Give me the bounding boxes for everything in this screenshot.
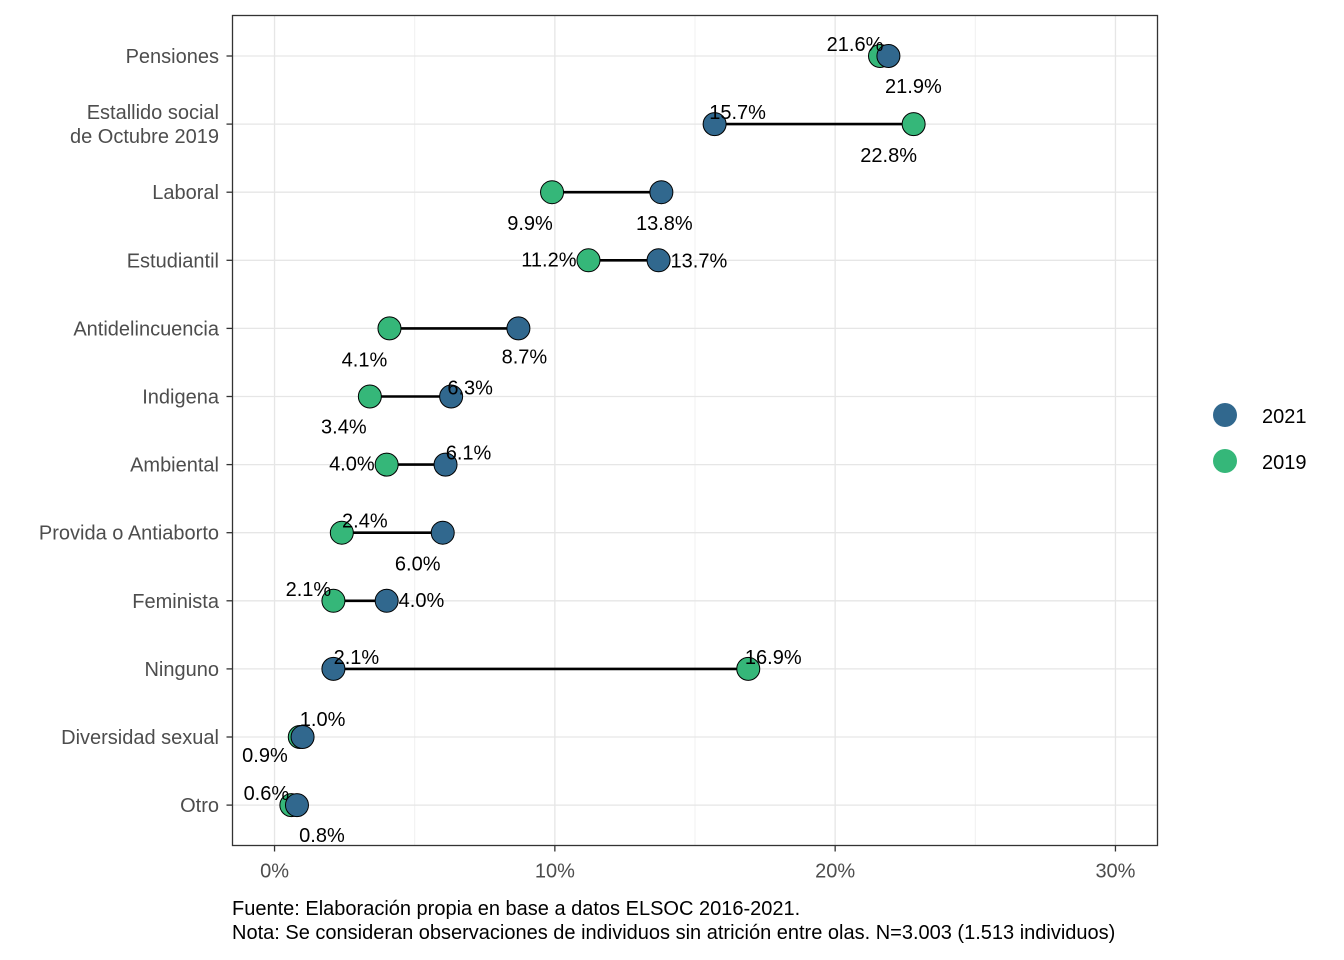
- category-label: Estallido social de Octubre 2019: [70, 102, 219, 148]
- x-axis: 0% 10% 20% 30%: [260, 845, 1136, 883]
- value-label-2021: 4.0%: [399, 590, 445, 612]
- value-label-2021: 6.0%: [395, 554, 441, 576]
- value-label-2021: 6.1%: [446, 443, 492, 465]
- legend-label-2019: 2019: [1262, 452, 1307, 474]
- value-label-2019: 22.8%: [860, 145, 917, 167]
- caption-note: Nota: Se consideran observaciones de ind…: [232, 922, 1116, 944]
- value-label-2019: 9.9%: [507, 213, 553, 235]
- value-label-2019: 16.9%: [745, 647, 802, 669]
- x-tick-label: 10%: [535, 861, 575, 883]
- point-2021: [321, 656, 346, 681]
- point-2019: [374, 452, 399, 477]
- value-label-2019: 4.1%: [342, 349, 388, 371]
- data-points: [279, 44, 926, 818]
- value-label-2021: 6.3%: [447, 378, 493, 400]
- point-2019: [377, 316, 402, 341]
- value-label-2021: 1.0%: [300, 709, 346, 731]
- value-label-2021: 13.7%: [671, 250, 728, 272]
- point-2019: [321, 588, 346, 613]
- value-label-2021: 21.9%: [885, 76, 942, 98]
- category-label: Antidelincuencia: [73, 318, 220, 340]
- point-2021: [439, 384, 464, 409]
- plot-border: [231, 14, 1159, 847]
- legend: 2021 2019: [1213, 403, 1307, 474]
- value-label-2019: 0.9%: [242, 745, 288, 767]
- legend-label-2021: 2021: [1262, 406, 1307, 428]
- point-2021: [646, 248, 671, 273]
- point-2019: [901, 112, 926, 137]
- category-label: Provida o Antiaborto: [39, 523, 219, 545]
- y-axis: Pensiones Estallido social de Octubre 2019…: [39, 46, 233, 817]
- point-2021: [430, 520, 455, 545]
- value-label-2019: 3.4%: [321, 417, 367, 439]
- value-label-2019: 2.4%: [342, 511, 388, 533]
- category-label: Diversidad sexual: [61, 727, 219, 749]
- value-label-2021: 13.8%: [636, 213, 693, 235]
- x-tick-label: 0%: [260, 861, 289, 883]
- point-2021: [284, 793, 309, 818]
- category-label: Pensiones: [126, 46, 219, 68]
- dumbbell-segments: [291, 54, 914, 807]
- value-label-2021: 8.7%: [502, 346, 548, 368]
- category-label: Feminista: [132, 591, 220, 613]
- caption-source: Fuente: Elaboración propia en base a dat…: [232, 898, 801, 920]
- value-label-2019: 11.2%: [521, 249, 576, 271]
- category-label: Otro: [180, 795, 219, 817]
- point-2021: [433, 452, 458, 477]
- point-2021: [876, 44, 901, 68]
- category-label: Ninguno: [144, 659, 219, 681]
- value-label-2019: 21.6%: [827, 34, 884, 56]
- category-label: Estudiantil: [127, 250, 219, 272]
- category-label: Indigena: [142, 387, 220, 409]
- value-label-2021: 0.8%: [299, 825, 345, 847]
- legend-key-2021: [1213, 403, 1237, 427]
- point-2019: [329, 520, 354, 545]
- point-2019: [357, 384, 382, 409]
- minor-gridlines: [414, 15, 976, 846]
- point-2021: [374, 588, 399, 613]
- value-label-2019: 4.0%: [329, 454, 375, 476]
- value-label-2021: 2.1%: [334, 647, 380, 669]
- value-label-2021: 15.7%: [709, 102, 766, 124]
- point-2019: [540, 180, 565, 205]
- point-2021: [649, 180, 674, 205]
- x-tick-label: 20%: [815, 861, 855, 883]
- value-label-2019: 0.6%: [244, 783, 290, 805]
- category-label: Laboral: [152, 182, 219, 204]
- point-2021: [290, 725, 315, 749]
- point-2021: [702, 112, 727, 137]
- category-label: Ambiental: [130, 455, 219, 477]
- point-2019: [576, 248, 601, 273]
- point-2021: [506, 316, 531, 341]
- point-2019: [736, 656, 761, 681]
- value-labels: 21.6% 22.8% 9.9% 11.2% 4.1% 3.4% 4.0% 2.4% 2.1% 1…: [242, 34, 942, 847]
- x-tick-label: 30%: [1095, 861, 1135, 883]
- value-label-2019: 2.1%: [286, 579, 332, 601]
- legend-key-2019: [1213, 449, 1237, 473]
- caption: Fuente: Elaboración propia en base a dat…: [232, 897, 1115, 945]
